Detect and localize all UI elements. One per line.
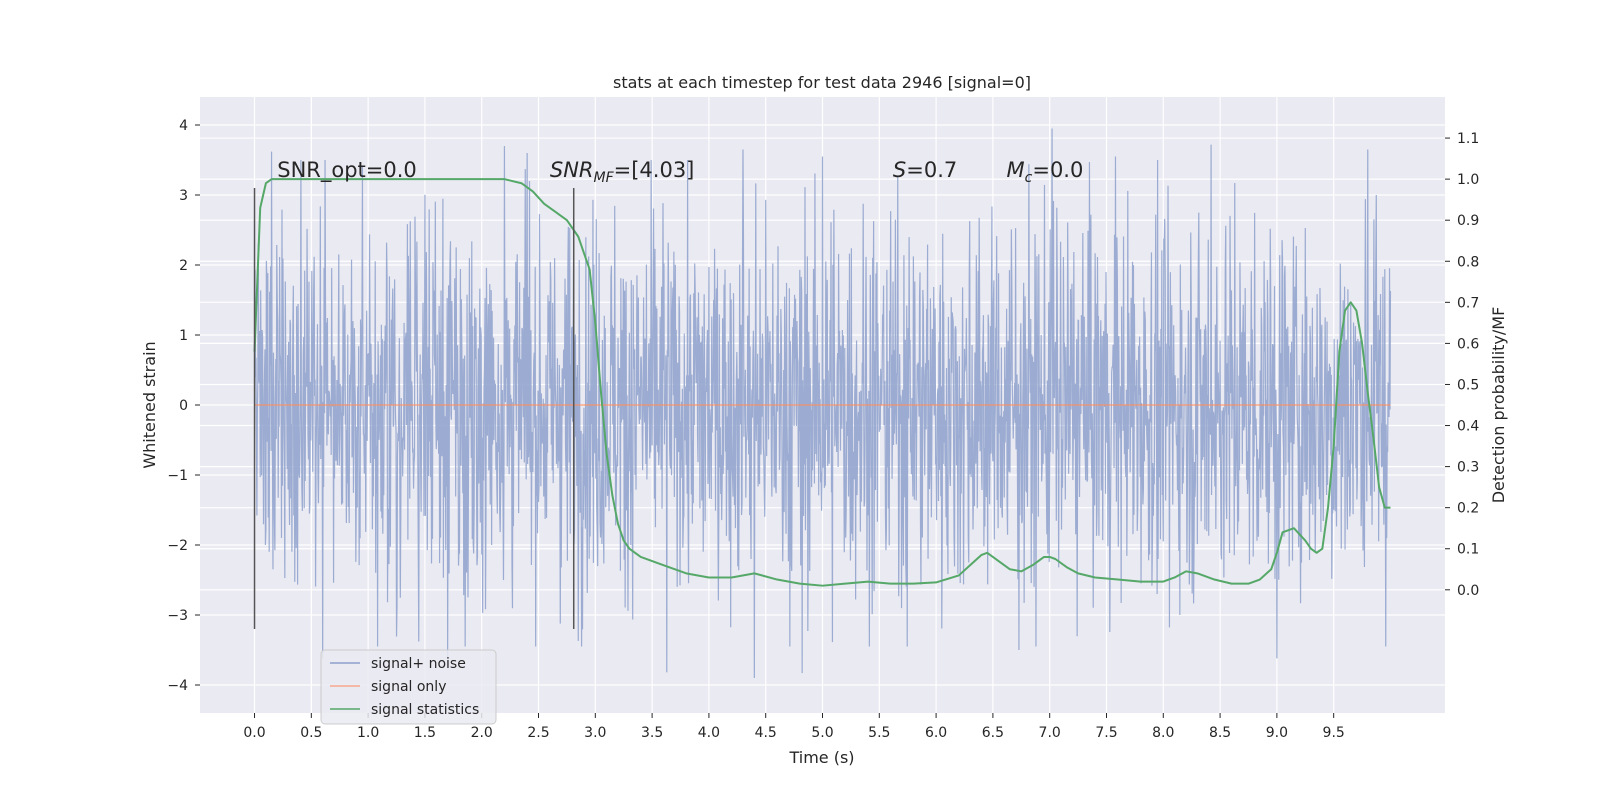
x-tick-label-0: 0.0 xyxy=(243,725,265,741)
x-tick-label-14: 7.0 xyxy=(1039,725,1061,741)
vertical-markers xyxy=(253,188,575,629)
x-tick-label-15: 7.5 xyxy=(1095,725,1117,741)
x-tick-label-11: 5.5 xyxy=(868,725,890,741)
annotation-1: SNRMF=[4.03] xyxy=(550,158,695,186)
y2-tick-label-11: 0.0 xyxy=(1457,583,1479,599)
x-tick-label-1: 0.5 xyxy=(300,725,322,741)
x-tick-label-17: 8.5 xyxy=(1209,725,1231,741)
y-tick-label-3: 1 xyxy=(179,328,188,344)
annotation-0: SNR_opt=0.0 xyxy=(277,158,417,183)
y2-tick-label-9: 0.2 xyxy=(1457,501,1479,517)
y-tick-label-1: 3 xyxy=(179,188,188,204)
x-tick-label-12: 6.0 xyxy=(925,725,947,741)
legend: signal+ noise signal only signal statist… xyxy=(320,649,497,725)
legend-box xyxy=(320,649,497,725)
annotation-3: Mc=0.0 xyxy=(1007,158,1084,186)
y-tick-label-2: 2 xyxy=(179,258,188,274)
y2-tick-label-6: 0.5 xyxy=(1457,377,1479,393)
x-tick-label-4: 2.0 xyxy=(471,725,493,741)
y-tick-label-0: 4 xyxy=(179,118,188,134)
y-tick-label-6: −2 xyxy=(167,538,188,554)
signal-plus-noise-line xyxy=(253,128,1392,679)
y2-tick-label-1: 1.0 xyxy=(1457,172,1479,188)
x-tick-label-18: 9.0 xyxy=(1266,725,1288,741)
y2-tick-label-3: 0.8 xyxy=(1457,254,1479,270)
y-tick-label-7: −3 xyxy=(167,608,188,624)
x-tick-label-6: 3.0 xyxy=(584,725,606,741)
x-axis-label: Time (s) xyxy=(788,748,854,767)
signal-statistics-line xyxy=(253,178,1391,587)
x-tick-label-13: 6.5 xyxy=(982,725,1004,741)
annotation-2: S=0.7 xyxy=(893,158,957,182)
y-tick-label-5: −1 xyxy=(167,468,188,484)
y2-tick-label-7: 0.4 xyxy=(1457,419,1479,435)
y2-tick-label-8: 0.3 xyxy=(1457,460,1479,476)
legend-label-signal-statistics: signal statistics xyxy=(371,702,479,718)
x-tick-label-7: 3.5 xyxy=(641,725,663,741)
y-axis-label: Whitened strain xyxy=(140,341,159,468)
y-axis-ticks: 4 3 2 1 0 −1 −2 −3 −4 xyxy=(167,118,200,694)
series-signal-plus-noise xyxy=(253,128,1392,679)
legend-label-signal-only: signal only xyxy=(371,679,446,695)
x-tick-label-2: 1.0 xyxy=(357,725,379,741)
x-tick-label-19: 9.5 xyxy=(1323,725,1345,741)
x-axis-ticks: 0.0 0.5 1.0 1.5 2.0 2.5 3.0 3.5 4.0 4.5 5.0 5.5 6.0 6… xyxy=(243,713,1345,741)
x-tick-label-9: 4.5 xyxy=(755,725,777,741)
chart-title: stats at each timestep for test data 294… xyxy=(613,73,1031,92)
x-tick-label-10: 5.0 xyxy=(811,725,833,741)
y-tick-label-4: 0 xyxy=(179,398,188,414)
x-tick-label-5: 2.5 xyxy=(527,725,549,741)
annotations: SNR_opt=0.0 SNRMF=[4.03] S=0.7 Mc=0.0 xyxy=(277,158,1083,186)
y2-tick-label-4: 0.7 xyxy=(1457,295,1479,311)
series-signal-statistics xyxy=(253,178,1391,587)
y-tick-label-8: −4 xyxy=(167,678,188,694)
y2-tick-label-0: 1.1 xyxy=(1457,131,1479,147)
y2-tick-label-5: 0.6 xyxy=(1457,336,1479,352)
legend-label-signal-plus-noise: signal+ noise xyxy=(371,656,466,672)
x-tick-label-16: 8.0 xyxy=(1152,725,1174,741)
x-tick-label-8: 4.0 xyxy=(698,725,720,741)
y2-tick-label-2: 0.9 xyxy=(1457,213,1479,229)
y2-axis-label: Detection probability/MF xyxy=(1489,307,1508,504)
y2-tick-label-10: 0.1 xyxy=(1457,542,1479,558)
y2-axis-ticks: 1.1 1.0 0.9 0.8 0.7 0.6 0.5 0.4 0.3 0.2 0.1 0.0 xyxy=(1445,131,1479,599)
x-tick-label-3: 1.5 xyxy=(414,725,436,741)
